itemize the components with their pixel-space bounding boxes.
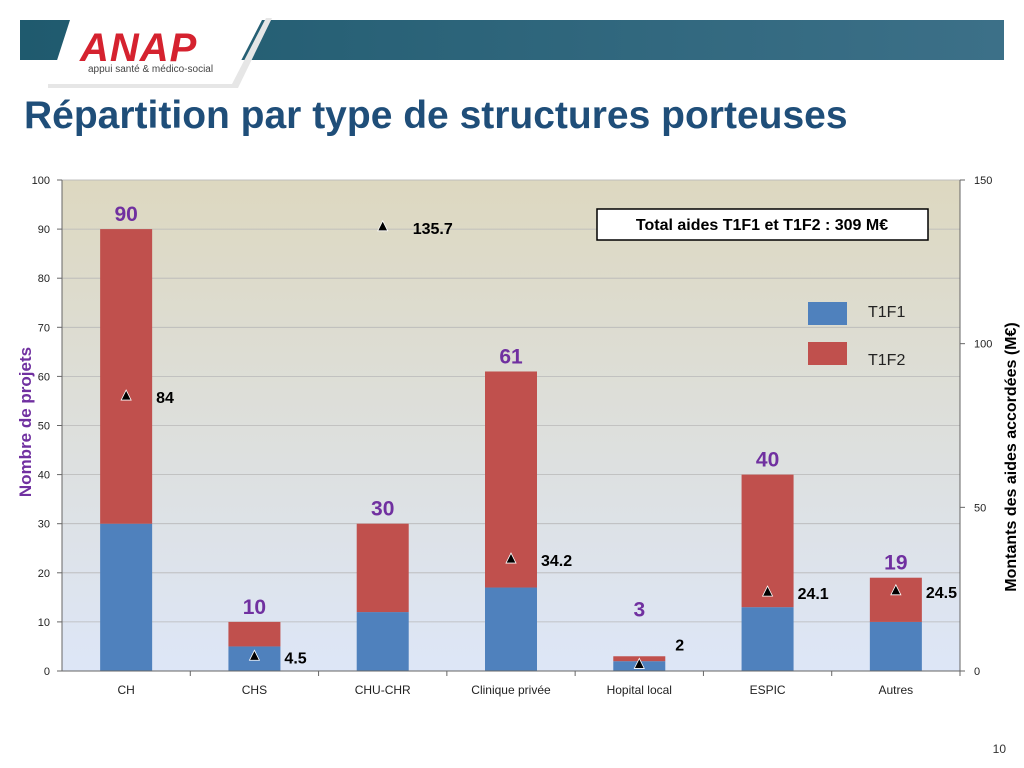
amount-label: 24.1 — [798, 586, 829, 603]
amount-label: 2 — [675, 637, 684, 654]
legend: T1F1 T1F2 — [808, 302, 905, 369]
slide-title: Répartition par type de structures porte… — [24, 94, 848, 137]
amount-label: 34.2 — [541, 553, 572, 570]
brand-logo: ANAP — [80, 26, 198, 70]
bar-total-label: 10 — [243, 596, 266, 619]
amount-marker — [120, 389, 132, 401]
amount-marker — [890, 583, 902, 596]
y-tick-label: 20 — [38, 568, 50, 580]
bar-t1f2 — [356, 523, 409, 613]
amount-label: 4.5 — [284, 650, 306, 667]
bar-t1f1 — [356, 612, 409, 671]
y-tick-label: 50 — [38, 421, 50, 433]
x-tick-label: CH — [117, 683, 134, 697]
legend-swatch-t1f2 — [808, 342, 847, 365]
bar-total-label: 30 — [371, 498, 394, 521]
y-tick-label: 40 — [38, 470, 50, 482]
bar-t1f1 — [869, 621, 922, 671]
bar-t1f1 — [741, 607, 794, 671]
y2-tick-label: 150 — [974, 175, 992, 187]
bar-total-label: 90 — [114, 203, 137, 226]
x-tick-label: Autres — [879, 683, 914, 697]
legend-swatch-t1f1 — [808, 302, 847, 325]
y-tick-label: 70 — [38, 322, 50, 334]
amount-label: 135.7 — [413, 221, 453, 238]
bar-t1f1 — [100, 523, 153, 671]
bar-total-label: 19 — [884, 552, 907, 575]
bar-t1f1 — [485, 587, 537, 671]
bar-total-label: 40 — [756, 449, 779, 472]
y2-tick-label: 0 — [974, 666, 980, 678]
y-tick-label: 30 — [38, 519, 50, 531]
page-number: 10 — [992, 742, 1006, 756]
annotation-box: Total aides T1F1 et T1F2 : 309 M€ — [596, 208, 929, 241]
y-tick-label: 10 — [38, 617, 50, 629]
amount-marker — [633, 657, 645, 669]
amount-marker — [248, 649, 261, 661]
bar-t1f2 — [485, 371, 537, 588]
amount-label: 24.5 — [926, 585, 957, 602]
legend-label-t1f2: T1F2 — [868, 352, 905, 369]
y-tick-label: 0 — [44, 666, 50, 678]
bar-t1f2 — [741, 474, 794, 608]
stacked-bar-chart: 90 10 30 61 3 40 19 84 4.5 135.7 34.2 2 24.1 24.5 0 1… — [16, 175, 1020, 697]
annotation-text: Total aides T1F1 et T1F2 : 309 M€ — [636, 217, 888, 234]
y-tick-label: 80 — [38, 273, 50, 285]
bar-t1f2 — [100, 229, 153, 524]
legend-label-t1f1: T1F1 — [868, 304, 905, 321]
y2-tick-label: 100 — [974, 339, 992, 351]
header-band — [0, 0, 1004, 90]
amount-marker — [761, 585, 774, 597]
amount-marker — [505, 552, 517, 564]
y-tick-label: 100 — [32, 175, 50, 187]
amount-marker — [377, 219, 389, 232]
x-tick-label: CHS — [242, 683, 267, 697]
y2-axis-label: Montants des aides accordées (M€) — [1003, 322, 1020, 591]
bar-t1f2 — [228, 621, 281, 647]
x-tick-label: CHU-CHR — [355, 683, 411, 697]
x-tick-label: Hopital local — [607, 683, 672, 697]
amount-label: 84 — [156, 390, 174, 407]
x-tick-label: Clinique privée — [471, 683, 551, 697]
bar-total-label: 61 — [499, 345, 523, 368]
y-tick-label: 60 — [38, 371, 50, 383]
brand-tagline: appui santé & médico-social — [88, 64, 214, 75]
y2-tick-label: 50 — [974, 502, 986, 514]
x-tick-label: ESPIC — [750, 683, 786, 697]
bar-total-label: 3 — [633, 598, 645, 621]
y-tick-label: 90 — [38, 224, 50, 236]
y-axis-label: Nombre de projets — [16, 347, 35, 497]
